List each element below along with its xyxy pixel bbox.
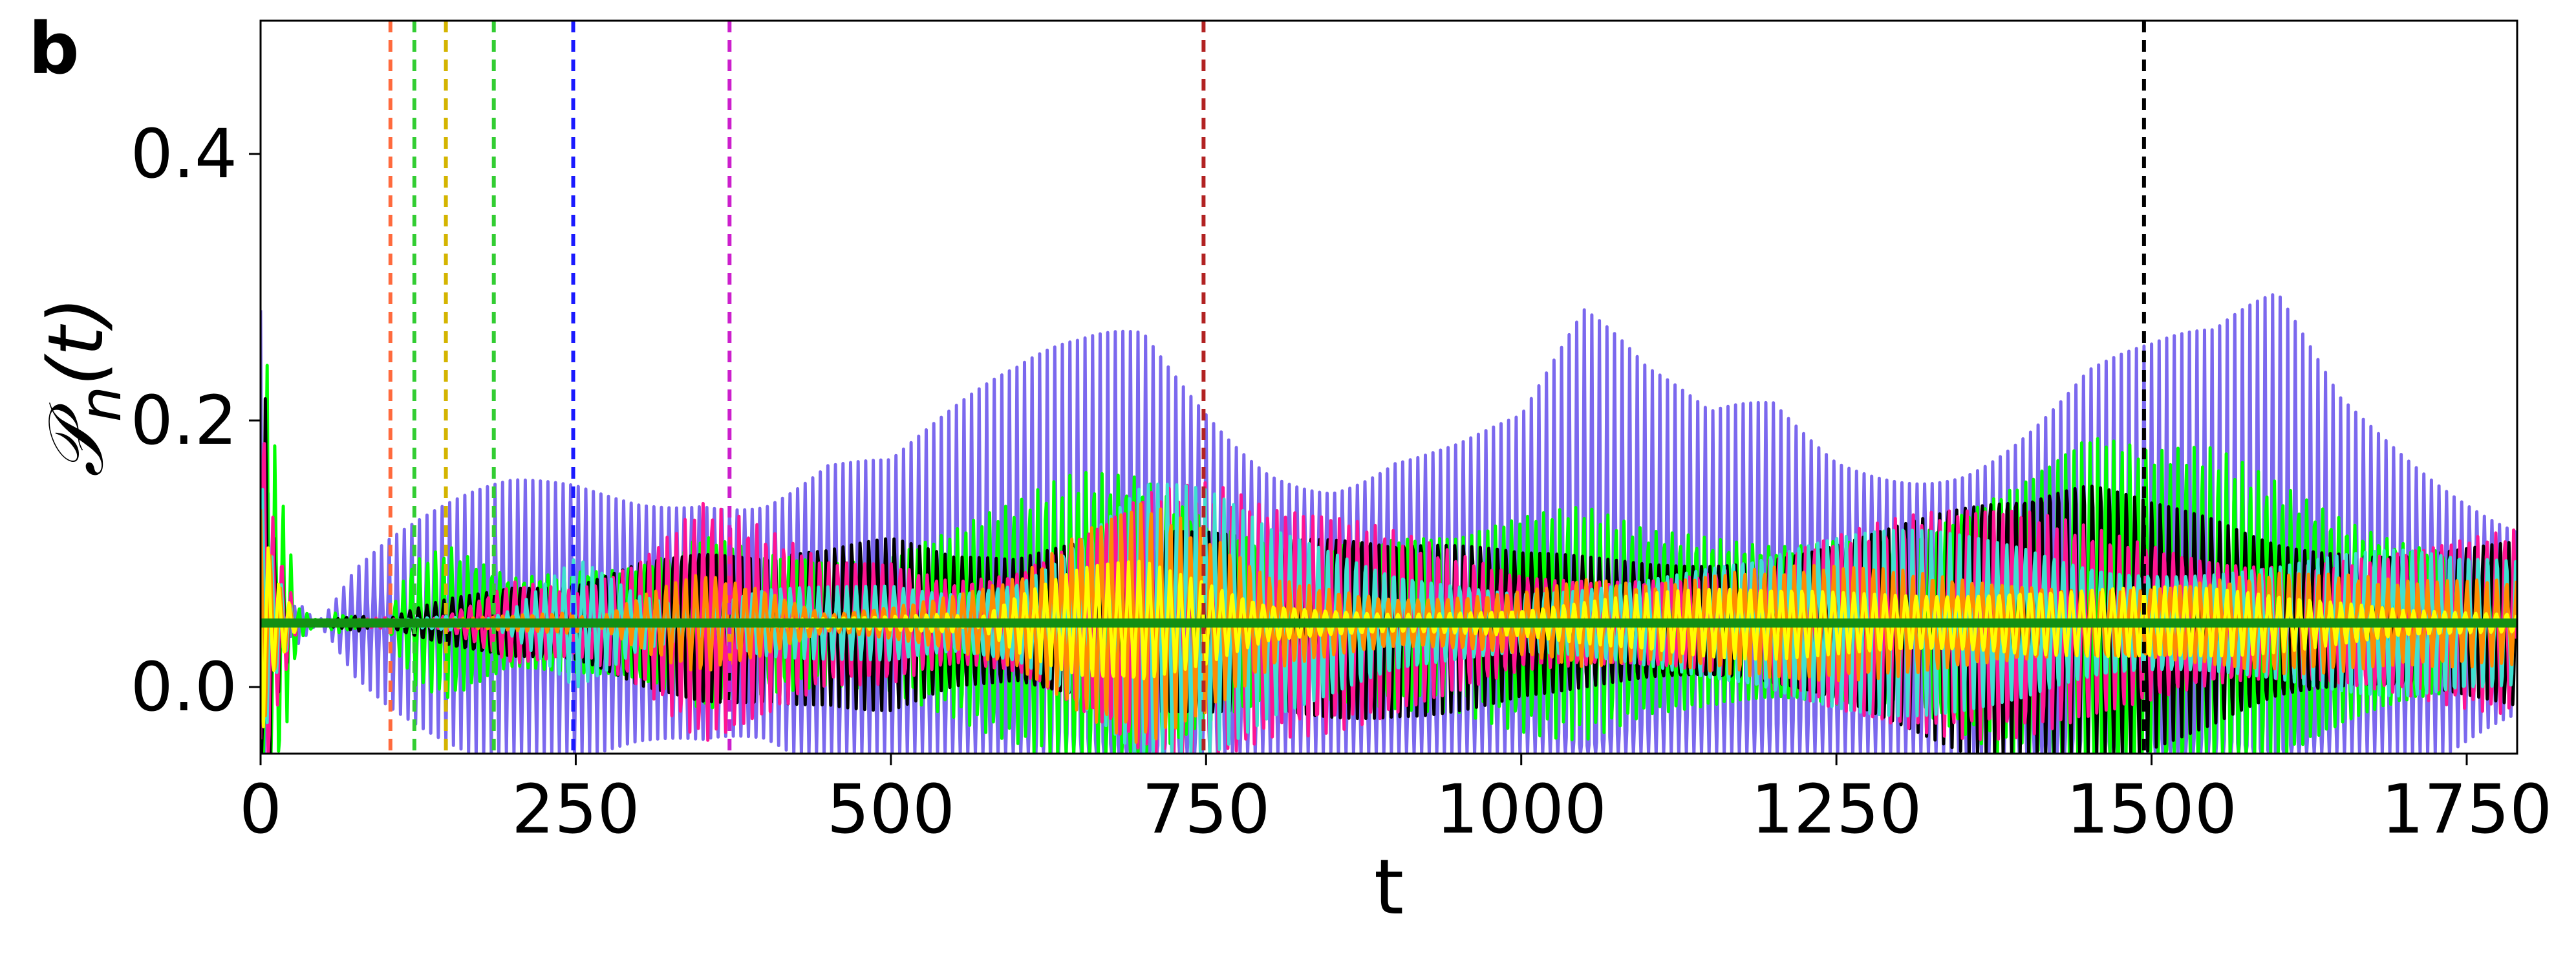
y-tick-label: 0.0: [131, 648, 237, 726]
series-line: [261, 502, 2517, 744]
x-tick-label: 1250: [1751, 770, 1922, 849]
series-layer: [261, 293, 2517, 754]
x-tick-label: 0: [239, 770, 282, 849]
y-axis-ticks: 0.0 0.2 0.4: [131, 115, 261, 726]
x-axis-label: t: [1374, 842, 1404, 932]
x-tick-label: 1000: [1435, 770, 1607, 849]
panel-label: b: [28, 7, 80, 90]
y-axis-label-subscript: n: [67, 386, 134, 422]
y-tick-label: 0.2: [131, 381, 237, 460]
plot-frame: [259, 19, 2518, 755]
y-axis-label: 𝒫n(t): [31, 296, 134, 477]
x-tick-label: 1500: [2066, 770, 2237, 849]
vline-layer: [388, 21, 2146, 754]
x-tick-label: 500: [827, 770, 956, 849]
x-axis-ticks: 0 250 500 750 1000 1250 1500 1750: [239, 754, 2552, 849]
y-tick-label: 0.4: [131, 115, 237, 193]
x-tick-label: 750: [1142, 770, 1271, 849]
series-line: [261, 442, 2517, 754]
x-tick-label: 250: [511, 770, 640, 849]
x-tick-label: 1750: [2381, 770, 2553, 849]
y-axis-label-tail: (t): [31, 296, 120, 386]
